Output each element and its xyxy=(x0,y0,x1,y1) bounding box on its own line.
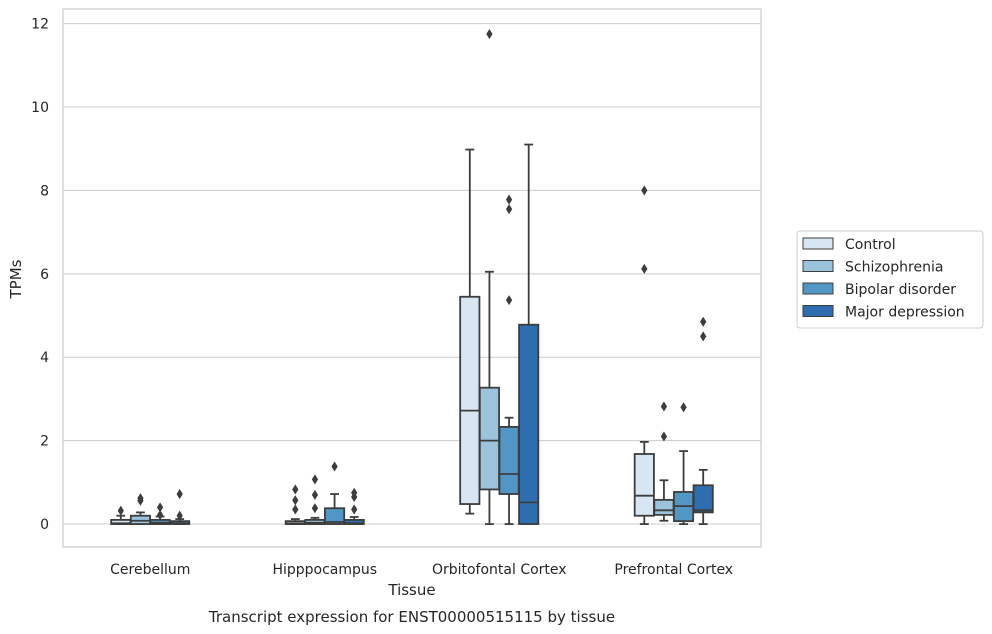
outlier-point xyxy=(137,493,144,504)
legend-label: Bipolar disorder xyxy=(845,282,956,298)
legend-frame xyxy=(796,230,984,329)
outlier-point xyxy=(700,316,707,327)
box-bipolar-disorder xyxy=(673,402,695,525)
outlier-point xyxy=(331,461,338,472)
outlier-point xyxy=(292,495,299,506)
outlier-point xyxy=(641,263,648,274)
box-iqr xyxy=(459,295,481,505)
box-schizophrenia xyxy=(653,401,675,522)
outlier-point xyxy=(660,401,668,412)
y-tick-label: 12 xyxy=(31,17,49,33)
box-major-depression xyxy=(169,488,191,525)
plot-frame xyxy=(62,8,762,548)
outlier-point xyxy=(156,502,164,513)
outlier-point xyxy=(176,510,183,521)
box-bipolar-disorder xyxy=(324,461,346,525)
outlier-point xyxy=(505,194,513,205)
box-schizophrenia xyxy=(129,493,151,525)
legend-label: Major depression xyxy=(845,305,965,321)
outlier-point xyxy=(311,489,319,500)
outlier-point xyxy=(351,504,358,515)
chart-title: Transcript expression for ENST0000051511… xyxy=(208,608,615,626)
grid-lines xyxy=(63,23,761,525)
y-tick-label: 10 xyxy=(31,100,49,116)
box-bipolar-disorder xyxy=(149,502,171,525)
y-tick-labels: 0 2 4 6 8 10 12 xyxy=(31,17,49,533)
y-tick-label: 8 xyxy=(40,183,49,199)
box-iqr xyxy=(478,386,500,491)
box-iqr xyxy=(653,498,675,516)
outlier-point xyxy=(156,509,164,520)
outlier-point xyxy=(311,474,319,485)
outlier-point xyxy=(641,185,648,196)
box-control xyxy=(459,148,481,515)
legend-swatch xyxy=(802,282,834,295)
box-major-depression xyxy=(518,143,540,525)
y-tick-label: 2 xyxy=(40,434,49,450)
y-axis-label: TPMs xyxy=(7,259,25,299)
legend-swatch xyxy=(802,305,834,317)
outlier-point xyxy=(351,487,358,498)
x-tick-label: Prefrontal Cortex xyxy=(614,562,733,578)
legend-swatch xyxy=(802,237,834,250)
outlier-point xyxy=(486,28,493,40)
x-tick-label: Hipppocampus xyxy=(272,562,377,578)
x-axis-label: Tissue xyxy=(387,581,435,599)
outlier-point xyxy=(700,331,707,342)
box-major-depression xyxy=(343,487,365,525)
box-iqr xyxy=(498,425,520,495)
box-control xyxy=(284,484,306,525)
outlier-point xyxy=(505,204,513,215)
box-control xyxy=(110,505,132,525)
outlier-point xyxy=(117,505,124,516)
box-major-depression xyxy=(692,316,714,525)
box-control xyxy=(633,185,655,525)
outlier-point xyxy=(311,503,319,514)
outlier-point xyxy=(660,431,668,442)
outlier-point xyxy=(680,402,687,413)
outlier-point xyxy=(292,484,299,495)
box-schizophrenia xyxy=(304,474,326,525)
box-schizophrenia xyxy=(478,28,500,525)
box-iqr xyxy=(692,484,714,514)
outlier-point xyxy=(176,488,183,500)
legend-swatch xyxy=(802,260,834,272)
outlier-point xyxy=(505,295,513,306)
y-tick-label: 6 xyxy=(40,267,49,283)
y-tick-label: 4 xyxy=(40,350,49,366)
box-plot-marks xyxy=(110,28,714,525)
box-iqr xyxy=(518,323,540,525)
outlier-point xyxy=(292,504,299,515)
box-iqr xyxy=(633,453,655,517)
legend: Control Schizophrenia Bipolar disorder Majo… xyxy=(796,230,984,329)
legend-label: Schizophrenia xyxy=(845,260,943,276)
box-iqr xyxy=(324,507,346,525)
x-tick-label: Cerebellum xyxy=(110,562,190,578)
x-tick-label: Orbitofontal Cortex xyxy=(432,562,567,578)
x-tick-labels: Cerebellum Hipppocampus Orbitofontal Corte… xyxy=(110,562,733,578)
box-bipolar-disorder xyxy=(498,194,520,525)
legend-label: Control xyxy=(845,237,896,253)
y-tick-label: 0 xyxy=(40,517,49,533)
